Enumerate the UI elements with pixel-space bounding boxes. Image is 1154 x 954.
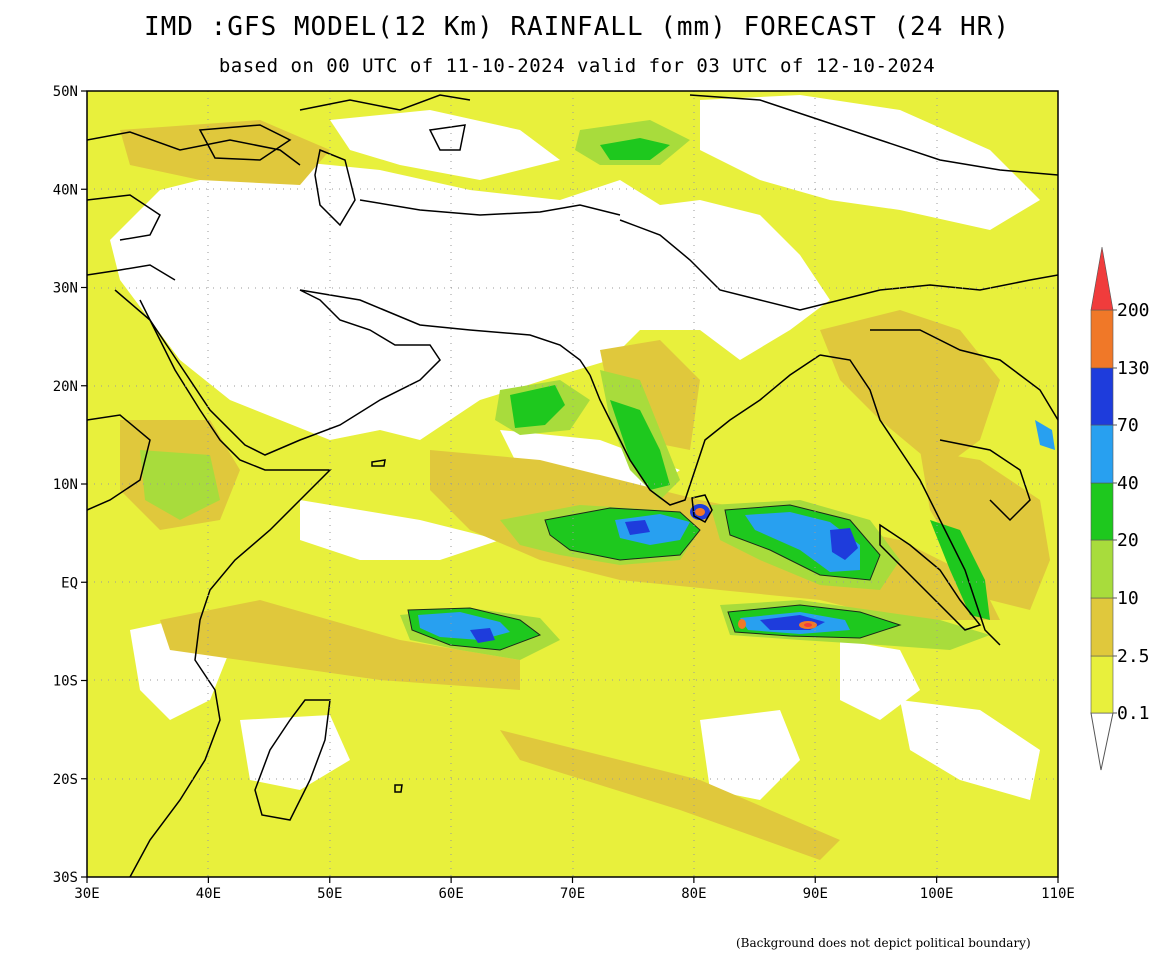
coastlines — [87, 94, 1058, 877]
legend-level-label: 10 — [1117, 588, 1139, 609]
legend-swatch — [1090, 712, 1114, 771]
graticule — [87, 91, 1058, 877]
lat-tick-label: 20S — [53, 772, 78, 788]
lon-tick-label: 80E — [681, 886, 706, 902]
lon-tick-label: 30E — [74, 886, 99, 902]
legend-swatch — [1090, 367, 1114, 426]
lon-tick-label: 60E — [438, 886, 463, 902]
map-subtitle: based on 00 UTC of 11-10-2024 valid for … — [218, 55, 936, 77]
lat-tick-label: 10S — [53, 674, 78, 690]
legend-swatch — [1090, 424, 1114, 484]
legend-swatch — [1090, 597, 1114, 657]
color-legend: 0.1 2.5 10 20 40 70 130 200 — [1090, 246, 1150, 771]
lat-tick-label: EQ — [61, 575, 78, 591]
lat-tick-label: 40N — [53, 182, 78, 198]
map-area — [87, 91, 1058, 877]
dry-regions — [110, 95, 1040, 800]
rain-130-plus — [695, 508, 817, 629]
lat-tick-label: 10N — [53, 477, 78, 493]
lon-tick-label: 90E — [803, 886, 828, 902]
legend-swatch — [1090, 246, 1114, 311]
legend-level-label: 20 — [1117, 530, 1139, 551]
lon-tick-label: 40E — [196, 886, 221, 902]
longitude-axis: 30E 40E 50E 60E 70E 80E 90E 100E 110E — [74, 877, 1075, 902]
lat-tick-label: 30S — [53, 870, 78, 886]
legend-level-label: 200 — [1117, 300, 1150, 321]
legend-level-label: 70 — [1117, 415, 1139, 436]
lon-tick-label: 70E — [560, 886, 585, 902]
lon-tick-label: 100E — [920, 886, 954, 902]
legend-swatch — [1090, 309, 1114, 369]
legend-swatch — [1090, 655, 1114, 714]
rain-70-130 — [470, 504, 858, 643]
legend-swatch — [1090, 482, 1114, 541]
latitude-axis: 50N 40N 30N 20N 10N EQ 10S 20S 30S — [53, 84, 87, 886]
lat-tick-label: 50N — [53, 84, 78, 100]
lat-tick-label: 20N — [53, 379, 78, 395]
legend-level-label: 40 — [1117, 473, 1139, 494]
legend-level-label: 2.5 — [1117, 646, 1150, 667]
legend-level-label: 130 — [1117, 358, 1150, 379]
contour-lines — [407, 504, 902, 651]
legend-level-label: 0.1 — [1117, 703, 1150, 724]
legend-swatch — [1090, 539, 1114, 599]
lon-tick-label: 110E — [1041, 886, 1075, 902]
lon-tick-label: 50E — [317, 886, 342, 902]
lat-tick-label: 30N — [53, 281, 78, 297]
map-title: IMD :GFS MODEL(12 Km) RAINFALL (mm) FORE… — [144, 12, 1010, 42]
footnote: (Background does not depict political bo… — [736, 936, 1031, 950]
